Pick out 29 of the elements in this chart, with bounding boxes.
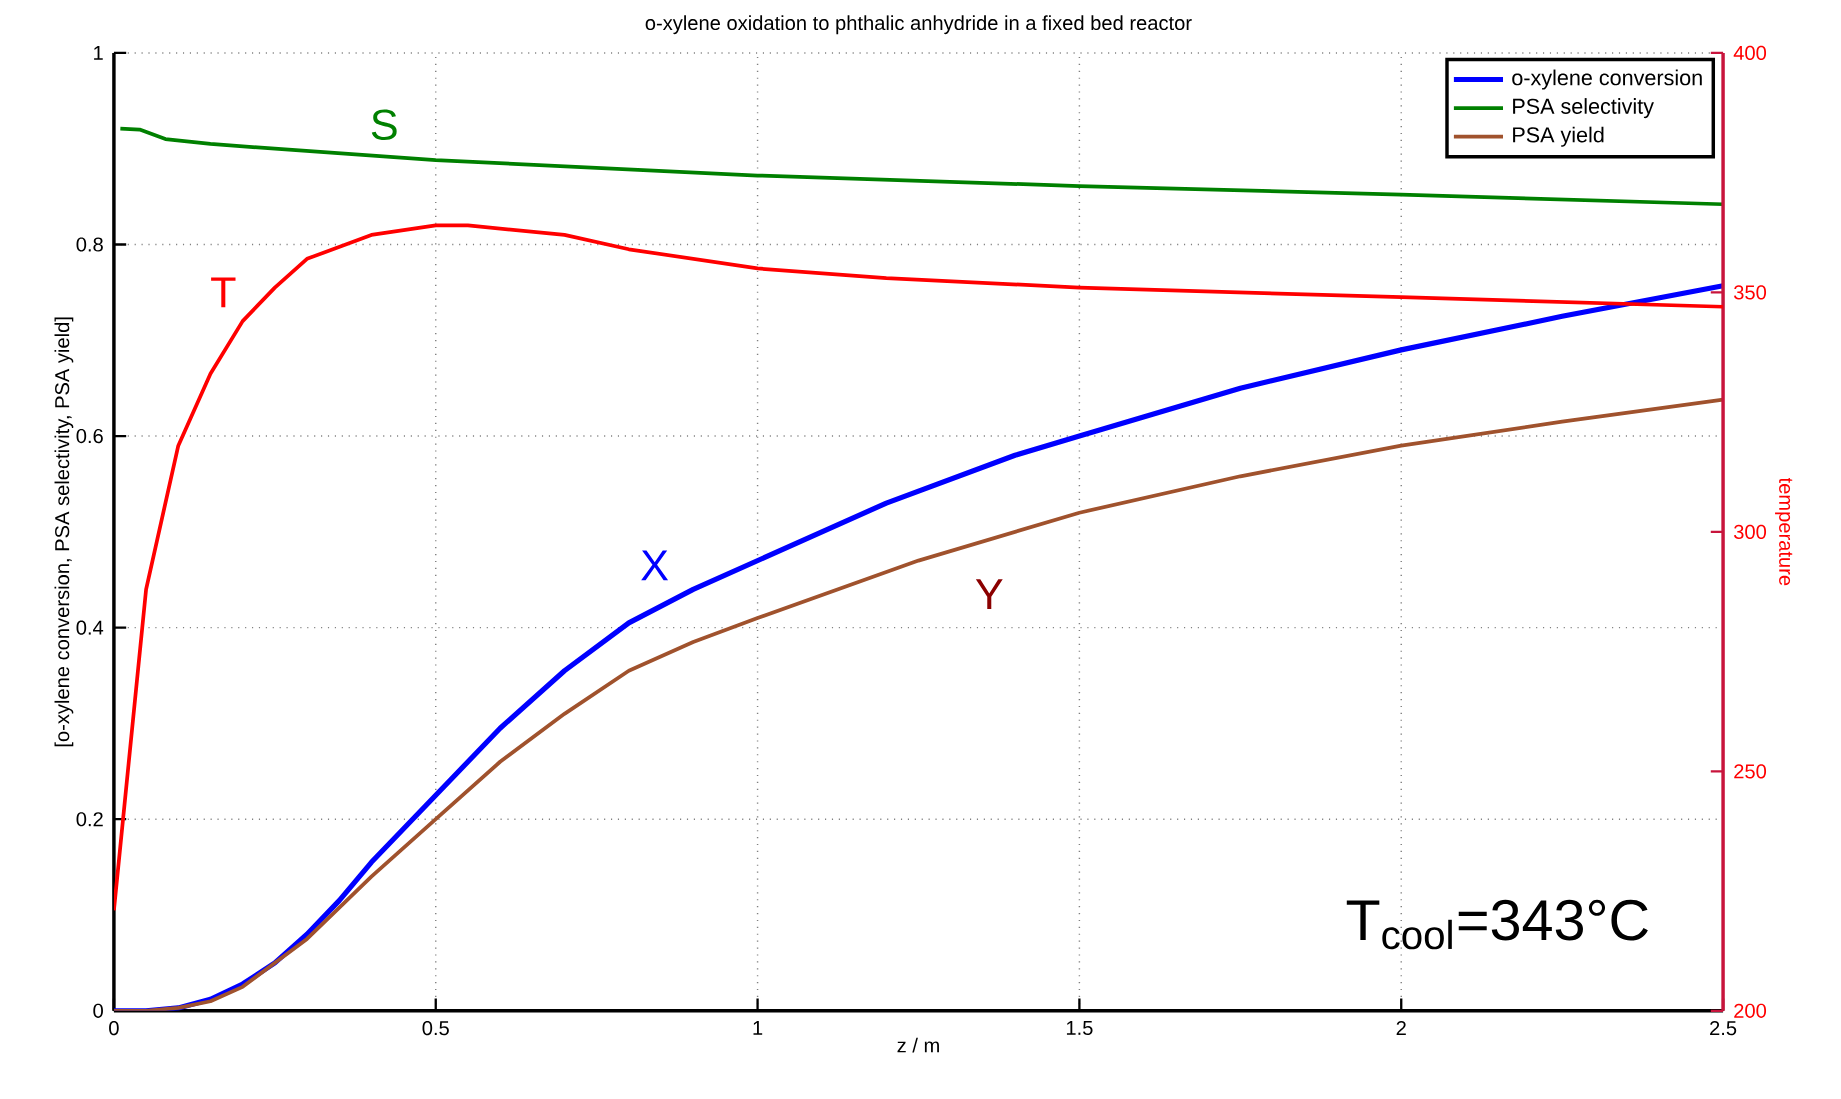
annotation: T	[211, 277, 236, 308]
y-tick-label: 0	[93, 1003, 103, 1018]
x-axis-title: z / m	[897, 1037, 939, 1053]
y-tick-label: 0.6	[76, 429, 103, 444]
annotation: X	[641, 550, 669, 581]
y-tick-label: 0.8	[76, 237, 103, 252]
y2-tick-label: 400	[1733, 45, 1767, 61]
y2-tick-label: 350	[1734, 285, 1767, 300]
x-tick-label: 1.5	[1066, 1021, 1093, 1036]
annotation: Y	[975, 579, 1003, 610]
x-tick-label: 2.5	[1710, 1021, 1737, 1036]
y-tick-label: 1	[94, 46, 103, 60]
x-tick-label: 0	[109, 1021, 119, 1036]
y-tick-label: 0.4	[76, 620, 104, 635]
legend-label: PSA selectivity	[1513, 98, 1654, 119]
legend-label: PSA yield	[1513, 126, 1604, 147]
y-tick-label: 0.2	[76, 812, 103, 827]
y2-tick-label: 300	[1734, 524, 1767, 540]
y2-tick-label: 200	[1734, 1003, 1767, 1018]
annotation: S	[371, 109, 397, 141]
chart-title: o-xylene oxidation to phthalic anhydride in a fixed bed reactor	[645, 15, 1192, 35]
x-tick-label: 0.5	[422, 1021, 449, 1036]
x-tick-label: 2	[1396, 1021, 1406, 1036]
annotation: T$_{cool}$=343°C	[1346, 899, 1648, 950]
legend-label: o-xylene conversion	[1512, 69, 1702, 90]
x-tick-label: 1	[753, 1021, 763, 1035]
y-axis-title: [o-xylene conversion, PSA selectivity, PSA yield]	[54, 317, 74, 747]
y2-tick-label: 250	[1734, 764, 1767, 779]
y2-axis-title: temperature	[1775, 477, 1793, 586]
